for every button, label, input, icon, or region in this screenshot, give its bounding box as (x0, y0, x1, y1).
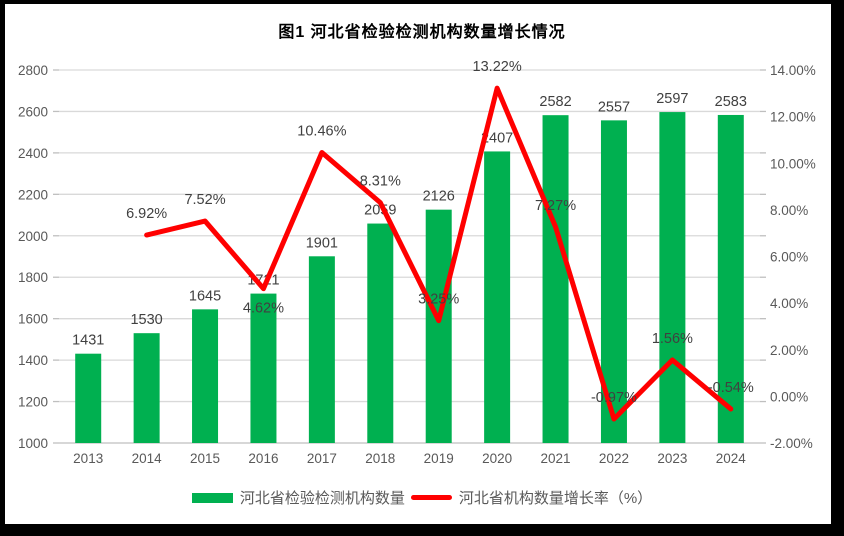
bar-series-swatch (191, 492, 233, 503)
line-label-2014: 6.92% (126, 206, 167, 222)
bar-label-2017: 1901 (306, 235, 338, 251)
x-axis-category-label: 2022 (599, 451, 629, 466)
right-axis-tick-label: 14.00% (770, 63, 816, 78)
right-axis-tick-label: 4.00% (770, 296, 808, 311)
bar-2024 (717, 114, 744, 443)
left-axis-tick-label: 1000 (18, 436, 48, 451)
bar-2017 (308, 256, 335, 443)
bar-2019 (425, 209, 452, 443)
bar-2013 (75, 353, 102, 443)
growth-rate-line (144, 85, 734, 422)
bar-label-2020: 2407 (481, 130, 513, 146)
left-axis-tick-label: 1400 (18, 353, 48, 368)
x-axis-category-label: 2020 (482, 451, 512, 466)
right-axis-tick-label: 12.00% (770, 110, 816, 125)
x-axis-category-label: 2016 (248, 451, 278, 466)
x-axis-category-label: 2015 (190, 451, 220, 466)
x-axis-category-label: 2018 (365, 451, 395, 466)
line-label-2023: 1.56% (652, 331, 693, 347)
line-label-2021: 7.27% (535, 198, 576, 214)
left-axis-tick-label: 1600 (18, 312, 48, 327)
bar-label-2015: 1645 (189, 288, 221, 304)
legend: 河北省检验检测机构数量 河北省机构数量增长率（%） (0, 487, 844, 508)
bar-label-2024: 2583 (715, 94, 747, 110)
line-label-2020: 13.22% (473, 59, 522, 75)
bar-label-2013: 1431 (72, 333, 104, 349)
line-label-2018: 8.31% (360, 174, 401, 190)
bar-label-2021: 2582 (539, 94, 571, 110)
x-axis-category-label: 2023 (657, 451, 687, 466)
left-axis-tick-label: 2000 (18, 229, 48, 244)
x-axis-category-label: 2021 (541, 451, 571, 466)
bar-label-2023: 2597 (656, 91, 688, 107)
left-axis-tick-label: 2200 (18, 187, 48, 202)
right-axis-tick-label: 2.00% (770, 343, 808, 358)
left-axis-tick-label: 1200 (18, 395, 48, 410)
bar-2020 (484, 151, 511, 443)
bar-label-2014: 1530 (130, 312, 162, 328)
left-axis-tick-label: 1800 (18, 270, 48, 285)
chart-title: 图1 河北省检验检测机构数量增长情况 (278, 24, 566, 41)
right-axis-tick-label: -2.00% (770, 436, 813, 451)
bar-2023 (659, 112, 686, 444)
bar-label-2019: 2126 (423, 189, 455, 205)
right-axis-tick-label: 8.00% (770, 203, 808, 218)
right-axis-tick-label: 10.00% (770, 156, 816, 171)
x-axis-category-label: 2013 (73, 451, 103, 466)
line-series-swatch (410, 495, 452, 500)
line-series-label: 河北省机构数量增长率（%） (458, 490, 653, 507)
x-axis-category-label: 2017 (307, 451, 337, 466)
legend-item-line: 河北省机构数量增长率（%） (410, 487, 653, 508)
x-axis-category-label: 2019 (424, 451, 454, 466)
bar-2018 (367, 223, 394, 443)
bar-label-2022: 2557 (598, 99, 630, 115)
line-label-2016: 4.62% (243, 301, 284, 317)
line-label-2019: 3.25% (418, 292, 459, 308)
bar-2021 (542, 115, 569, 444)
line-label-2024: -0.54% (708, 380, 754, 396)
left-axis-tick-label: 2400 (18, 146, 48, 161)
right-axis-tick-label: 6.00% (770, 250, 808, 265)
bar-2016 (250, 293, 277, 443)
legend-item-bars: 河北省检验检测机构数量 (191, 487, 405, 508)
left-axis-tick-label: 2800 (18, 63, 48, 78)
bar-2015 (192, 309, 219, 443)
line-label-2015: 7.52% (184, 192, 225, 208)
line-label-2017: 10.46% (297, 124, 346, 140)
bar-2014 (133, 333, 160, 443)
x-axis-category-label: 2024 (716, 451, 747, 466)
bar-series-label: 河北省检验检测机构数量 (239, 490, 405, 507)
x-axis-category-label: 2014 (132, 451, 163, 466)
right-axis-tick-label: 0.00% (770, 389, 808, 404)
left-axis-tick-label: 2600 (18, 104, 48, 119)
line-label-2022: -0.97% (591, 390, 637, 406)
